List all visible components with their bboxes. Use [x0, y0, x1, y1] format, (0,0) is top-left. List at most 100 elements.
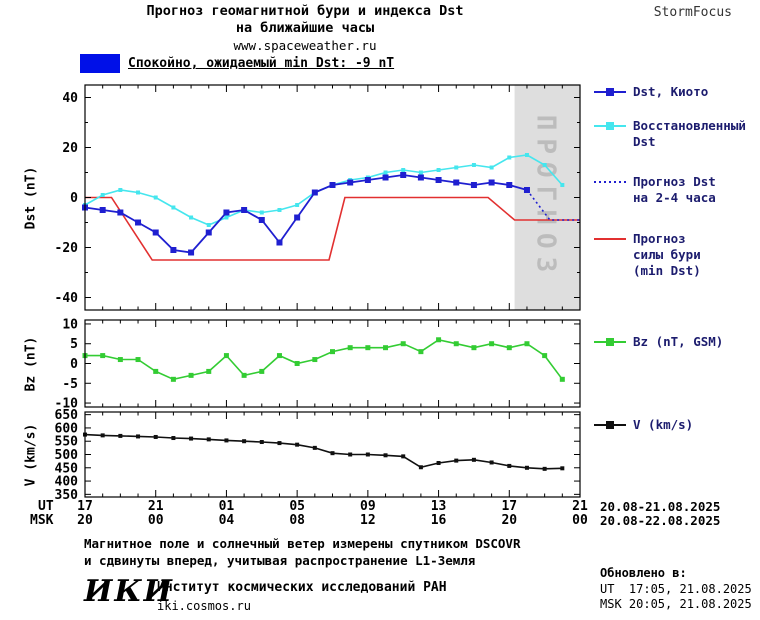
y-tick-label: 0 [70, 357, 78, 372]
series-dst_kyoto [84, 174, 528, 254]
x-tick-msk: 20 [501, 513, 518, 528]
website-text: www.spaceweather.ru [233, 38, 377, 53]
x-tick-msk: 08 [289, 513, 305, 528]
legend-label: Восстановленный [633, 118, 746, 133]
marker-dst_kyoto [152, 229, 159, 236]
marker-solar_wind_speed [242, 439, 247, 444]
marker-dst_kyoto [135, 219, 142, 226]
x-tick-ut: 21 [147, 499, 164, 514]
marker-solar_wind_speed [100, 433, 105, 438]
marker-bz_gsm [153, 368, 159, 374]
legend-label: Dst [633, 134, 656, 149]
y-tick-label: 350 [55, 488, 79, 503]
marker-dst_kyoto [347, 179, 354, 186]
marker-dst_kyoto [258, 217, 265, 223]
marker-dst_restored [436, 168, 441, 172]
legend-label: Dst, Киото [633, 84, 709, 99]
y-tick-label: 650 [55, 408, 79, 423]
marker-dst_kyoto [488, 179, 495, 186]
y-axis-label-v: V (km/s) [23, 423, 39, 486]
marker-dst_kyoto [205, 229, 212, 236]
marker-dst_restored [489, 165, 494, 170]
marker-solar_wind_speed [206, 437, 211, 442]
y-tick-label: 400 [55, 475, 79, 490]
marker-dst_restored [560, 183, 565, 187]
marker-bz_gsm [347, 345, 353, 351]
marker-solar_wind_speed [277, 441, 282, 446]
marker-bz_gsm [206, 368, 212, 374]
marker-bz_gsm [365, 345, 371, 351]
x-tick-ut: 05 [289, 499, 305, 514]
marker-bz_gsm [223, 353, 229, 359]
legend-swatch-3 [594, 238, 626, 240]
x-tick-msk: 00 [572, 513, 588, 528]
marker-dst_restored [295, 203, 300, 207]
marker-solar_wind_speed [295, 442, 300, 447]
marker-bz_gsm [542, 353, 548, 359]
plot-dst: ПРОГНОЗ 40 20 0 -20 -40 [55, 84, 581, 311]
legend-swatch-2 [594, 181, 626, 183]
x-tick-msk: 00 [147, 513, 164, 528]
marker-dst_kyoto [223, 209, 230, 216]
marker-dst_restored [507, 155, 512, 160]
institute-name: Институт космических исследований РАН [157, 580, 447, 595]
marker-dst_kyoto [435, 177, 442, 183]
y-tick-label: 600 [55, 421, 79, 436]
legend-item-5: V (km/s) [593, 417, 693, 433]
marker-solar_wind_speed [330, 451, 335, 456]
status-label: Спокойно, ожидаемый min Dst: -9 nT [128, 56, 395, 71]
marker-dst_restored [136, 190, 141, 195]
marker-solar_wind_speed [171, 436, 176, 441]
page-title-line2: на ближайшие часы [235, 20, 375, 36]
legend-item-1: Восстановленный Dst [593, 118, 746, 150]
marker-dst_restored [153, 195, 158, 200]
legend-label: Прогноз Dst [633, 174, 716, 189]
marker-bz_gsm [489, 341, 495, 347]
legend-swatch-1 [594, 122, 626, 130]
marker-dst_kyoto [453, 179, 460, 186]
marker-dst_kyoto [117, 209, 124, 216]
marker-dst_kyoto [294, 214, 301, 221]
marker-bz_gsm [383, 345, 389, 351]
marker-solar_wind_speed [454, 458, 459, 463]
ut-date-range: 20.08-21.08.2025 [600, 499, 721, 514]
legend-swatch-0 [594, 88, 626, 96]
marker-dst_restored [524, 153, 529, 157]
marker-dst_kyoto [417, 174, 424, 181]
marker-dst_kyoto [400, 172, 407, 178]
brand-label: StormFocus [653, 5, 732, 20]
marker-solar_wind_speed [118, 433, 123, 438]
x-tick-ut: 17 [501, 499, 518, 514]
marker-bz_gsm [400, 341, 406, 347]
marker-solar_wind_speed [365, 452, 370, 457]
x-tick-msk: 20 [77, 513, 93, 528]
marker-solar_wind_speed [507, 463, 512, 468]
marker-dst_restored [259, 210, 264, 215]
marker-dst_kyoto [364, 177, 371, 183]
marker-dst_restored [206, 223, 211, 227]
marker-dst_kyoto [329, 182, 336, 188]
marker-bz_gsm [312, 357, 318, 363]
legend-swatch-4 [594, 338, 626, 346]
marker-solar_wind_speed [418, 465, 423, 470]
footnote-line2: и сдвинуты вперед, учитывая распростране… [84, 553, 476, 568]
x-tick-ut: 09 [360, 499, 376, 514]
updated-time-ut: UT 17:05, 21.08.2025 [600, 582, 752, 596]
marker-solar_wind_speed [560, 466, 565, 471]
marker-bz_gsm [506, 345, 512, 351]
marker-dst_restored [383, 170, 388, 175]
marker-bz_gsm [135, 357, 141, 363]
y-tick-label: -10 [55, 397, 79, 412]
legend-label: силы бури [633, 247, 701, 262]
forecast-band [514, 85, 580, 310]
marker-bz_gsm [330, 349, 335, 355]
x-tick-msk: 16 [430, 513, 447, 528]
marker-dst_restored [189, 215, 194, 220]
marker-dst_kyoto [382, 174, 389, 181]
status-legend: Спокойно, ожидаемый min Dst: -9 nT [80, 53, 394, 73]
x-tick-ut: 17 [77, 499, 93, 514]
marker-bz_gsm [418, 349, 424, 355]
series-bz_gsm [85, 338, 563, 381]
msk-date-range: 20.08-22.08.2025 [600, 513, 721, 528]
y-axis-label-dst: Dst (nT) [23, 166, 39, 229]
